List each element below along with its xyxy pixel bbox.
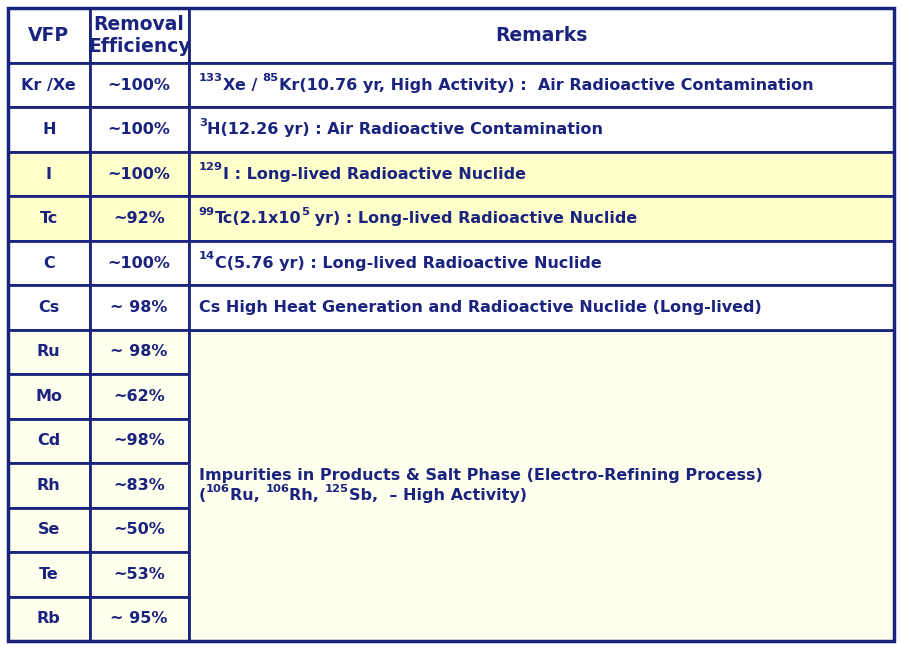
Bar [8,197,89,241]
Bar [8,108,89,152]
Bar [189,108,894,152]
Text: Sb,  – High Activity): Sb, – High Activity) [349,488,527,503]
Text: Cs High Heat Generation and Radioactive Nuclide (Long-lived): Cs High Heat Generation and Radioactive … [198,300,761,315]
Bar [8,152,89,197]
Bar [8,463,89,508]
Text: Ru: Ru [37,345,60,360]
Text: Kr(10.76 yr, High Activity) :  Air Radioactive Contamination: Kr(10.76 yr, High Activity) : Air Radioa… [279,78,814,93]
Text: ~100%: ~100% [107,256,170,271]
Bar [189,197,894,241]
Text: Rb: Rb [37,611,60,626]
Text: ~100%: ~100% [107,78,170,93]
Text: I : Long-lived Radioactive Nuclide: I : Long-lived Radioactive Nuclide [223,167,526,182]
Text: 129: 129 [198,162,223,172]
Text: Ru,: Ru, [230,488,265,503]
Bar [89,330,189,374]
Bar [89,596,189,641]
Text: ~83%: ~83% [114,478,165,493]
Text: ~100%: ~100% [107,167,170,182]
Text: H(12.26 yr) : Air Radioactive Contamination: H(12.26 yr) : Air Radioactive Contaminat… [207,122,603,137]
Bar [89,197,189,241]
Text: (: ( [198,488,206,503]
Text: 5: 5 [301,207,309,217]
Bar [8,286,89,330]
Text: ~53%: ~53% [114,567,165,582]
Bar [8,330,89,374]
Text: 85: 85 [262,73,279,83]
Text: Mo: Mo [35,389,62,404]
Text: ~50%: ~50% [114,522,165,537]
Text: Kr /Xe: Kr /Xe [22,78,76,93]
Text: 106: 106 [265,484,290,494]
Text: C: C [43,256,55,271]
Text: Rh,: Rh, [290,488,325,503]
Text: 14: 14 [198,251,215,261]
Bar [8,419,89,463]
Bar [89,108,189,152]
Bar [89,286,189,330]
Text: 125: 125 [325,484,349,494]
Text: Remarks: Remarks [495,26,587,45]
Bar [89,152,189,197]
Text: ~ 95%: ~ 95% [110,611,168,626]
Bar [189,152,894,197]
Bar [8,63,89,108]
Text: Se: Se [38,522,60,537]
Text: Cs: Cs [38,300,60,315]
Text: Tc: Tc [40,211,58,226]
Text: Removal
Efficiency: Removal Efficiency [87,15,190,56]
Text: yr) : Long-lived Radioactive Nuclide: yr) : Long-lived Radioactive Nuclide [309,211,638,226]
Text: ~98%: ~98% [114,434,165,448]
Bar [8,241,89,286]
Bar [8,374,89,419]
Bar [8,552,89,596]
Bar [189,286,894,330]
Bar [89,463,189,508]
Bar [89,508,189,552]
Text: ~ 98%: ~ 98% [110,300,168,315]
Bar [189,8,894,63]
Bar [89,241,189,286]
Bar [8,596,89,641]
Text: 3: 3 [198,117,207,128]
Text: Te: Te [39,567,59,582]
Bar [89,374,189,419]
Text: Cd: Cd [37,434,60,448]
Bar [89,419,189,463]
Text: VFP: VFP [28,26,69,45]
Text: I: I [46,167,51,182]
Text: 106: 106 [206,484,230,494]
Bar [8,8,89,63]
Bar [189,63,894,108]
Bar [189,241,894,286]
Bar [89,63,189,108]
Text: ~100%: ~100% [107,122,170,137]
Text: 99: 99 [198,207,215,217]
Text: 133: 133 [198,73,223,83]
Text: H: H [42,122,56,137]
Text: C(5.76 yr) : Long-lived Radioactive Nuclide: C(5.76 yr) : Long-lived Radioactive Nucl… [215,256,602,271]
Text: ~ 98%: ~ 98% [110,345,168,360]
Text: ~92%: ~92% [114,211,165,226]
Bar [89,8,189,63]
Bar [89,552,189,596]
Text: Impurities in Products & Salt Phase (Electro-Refining Process): Impurities in Products & Salt Phase (Ele… [198,467,762,483]
Text: Rh: Rh [37,478,60,493]
Text: Tc(2.1x10: Tc(2.1x10 [215,211,301,226]
Text: Xe /: Xe / [223,78,262,93]
Bar [8,508,89,552]
Text: ~62%: ~62% [114,389,165,404]
Bar [189,330,894,641]
